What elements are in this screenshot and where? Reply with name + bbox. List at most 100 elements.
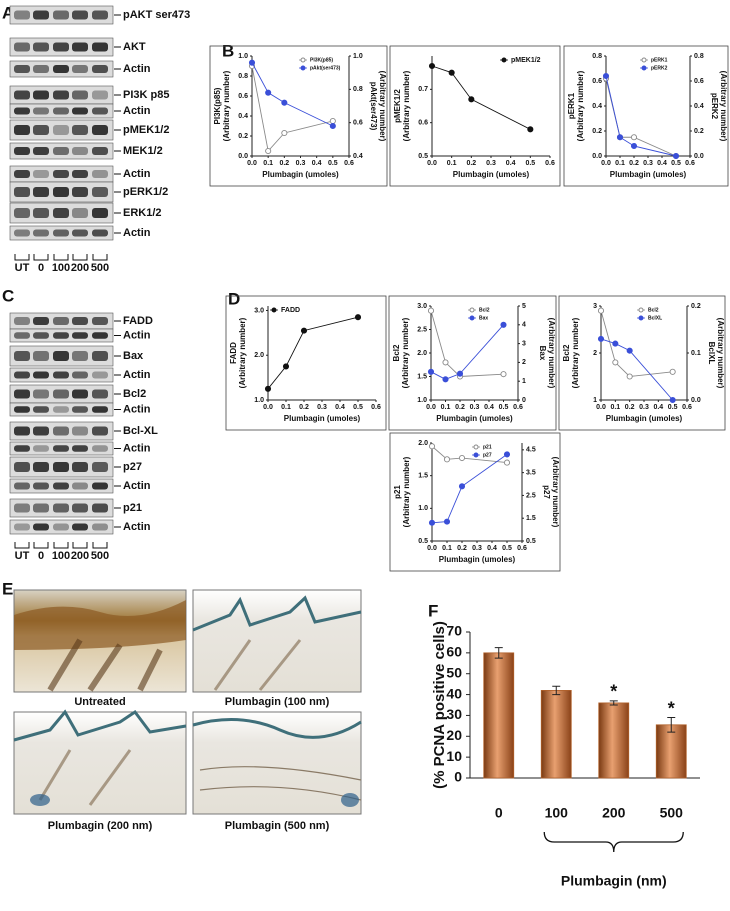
x-tick-label: 0.2 (466, 160, 476, 167)
x-tick-label: 0.5 (502, 545, 512, 552)
x-tick-label: 0.0 (427, 545, 437, 552)
lane-label: 100 (52, 262, 70, 274)
data-point (427, 307, 435, 314)
lane-bracket (33, 254, 49, 261)
y-axis-label: Bcl2 (392, 344, 401, 361)
blot-band (33, 10, 49, 20)
y-tick-label: 50 (446, 664, 462, 680)
image-caption: Plumbagin (200 nm) (48, 820, 153, 832)
blot-band (53, 503, 69, 513)
legend-marker (473, 444, 479, 450)
blot-band (72, 406, 88, 413)
series-line (251, 65, 333, 152)
blot-band (53, 187, 69, 197)
blot-band (72, 42, 88, 52)
blot-strip (9, 402, 114, 417)
y2-tick-label: 0.0 (694, 153, 704, 160)
x-tick-label: 0.4 (312, 160, 322, 167)
blot-band (33, 389, 49, 399)
blot-band (14, 187, 30, 197)
y-axis-label: pMEK1/2 (393, 89, 402, 123)
chart-frame (209, 45, 388, 187)
data-point (428, 62, 436, 70)
blot-band (14, 65, 30, 73)
x-tick-label: 0.6 (545, 160, 555, 167)
brace (543, 831, 684, 853)
lane-label: UT (15, 550, 30, 562)
blot-label: Actin (123, 227, 151, 239)
blot-band (92, 482, 108, 490)
y2-tick-label: 0.4 (694, 103, 704, 110)
x-tick-label: 0.6 (517, 545, 527, 552)
blot-band (92, 229, 108, 237)
x-tick-label: 0 (495, 805, 503, 821)
blot-band (92, 65, 108, 73)
blot-band (33, 229, 49, 237)
y-axis-label: PI3K(p85) (213, 87, 222, 124)
blot-band (14, 426, 30, 436)
x-axis-label: Plumbagin (umoles) (610, 170, 687, 179)
blot-band (92, 371, 108, 379)
x-axis-label: Plumbagin (umoles) (453, 170, 530, 179)
legend-marker (300, 65, 306, 71)
lane-bracket (53, 254, 69, 261)
data-point (458, 454, 466, 462)
blot-band (14, 125, 30, 135)
y-axis-label: (Arbitrary number) (222, 70, 231, 141)
x-tick-label: 0.4 (335, 404, 345, 411)
blot-band (53, 482, 69, 490)
blot-label: Actin (123, 105, 151, 117)
blot-band (53, 445, 69, 452)
y-tick-label: 0.2 (592, 128, 602, 135)
x-axis-label: Plumbagin (umoles) (606, 414, 683, 423)
blot-band (72, 170, 88, 178)
y-axis-label: FADD (229, 342, 238, 364)
y-axis-label: (Arbitrary number) (238, 317, 247, 388)
x-axis-label: Plumbagin (umoles) (284, 414, 361, 423)
blot-label: Actin (123, 521, 151, 533)
series-line (605, 75, 677, 157)
blot-band (14, 42, 30, 52)
blot-label: p27 (123, 461, 142, 473)
series-line (431, 454, 508, 524)
blot-band (33, 426, 49, 436)
blot-band (33, 170, 49, 178)
histology-image (13, 709, 187, 815)
y-tick-label: 0.2 (238, 133, 248, 140)
y-tick-label: 0.4 (592, 103, 602, 110)
y-tick-label: 0 (454, 769, 462, 785)
x-tick-label: 0.0 (426, 404, 436, 411)
legend-marker (469, 315, 475, 321)
y2-tick-label: 0.2 (691, 303, 701, 310)
x-tick-label: 0.1 (447, 160, 457, 167)
y-tick-label: 0.6 (592, 78, 602, 85)
legend-label: Bcl2 (648, 307, 659, 313)
x-tick-label: 0.2 (299, 404, 309, 411)
lane-bracket (92, 542, 108, 549)
blot-band (33, 351, 49, 361)
data-point (669, 368, 676, 375)
y-axis-label: (Arbitrary number) (571, 317, 580, 388)
data-point (265, 89, 272, 96)
blot-band (72, 10, 88, 20)
blot-band (33, 523, 49, 531)
blot-band (14, 332, 30, 339)
series-line (251, 62, 334, 127)
series-line (431, 445, 508, 464)
data-point (428, 519, 436, 526)
y2-tick-label: 0.0 (691, 397, 701, 404)
blot-band (53, 90, 69, 100)
blot-band (72, 523, 88, 531)
blot-label: Actin (123, 403, 151, 415)
x-tick-label: 0.5 (671, 160, 681, 167)
y2-tick-label: 0.6 (694, 78, 704, 85)
blot-band (92, 170, 108, 178)
y-tick-label: 0.8 (592, 53, 602, 60)
y-tick-label: 0.6 (238, 93, 248, 100)
x-tick-label: 0.0 (601, 160, 611, 167)
x-tick-label: 0.3 (296, 160, 306, 167)
blot-band (33, 317, 49, 325)
blot-label: Actin (123, 168, 151, 180)
y-tick-label: 2.0 (254, 352, 264, 359)
y2-axis-label: (Arbitrary number) (378, 71, 387, 142)
